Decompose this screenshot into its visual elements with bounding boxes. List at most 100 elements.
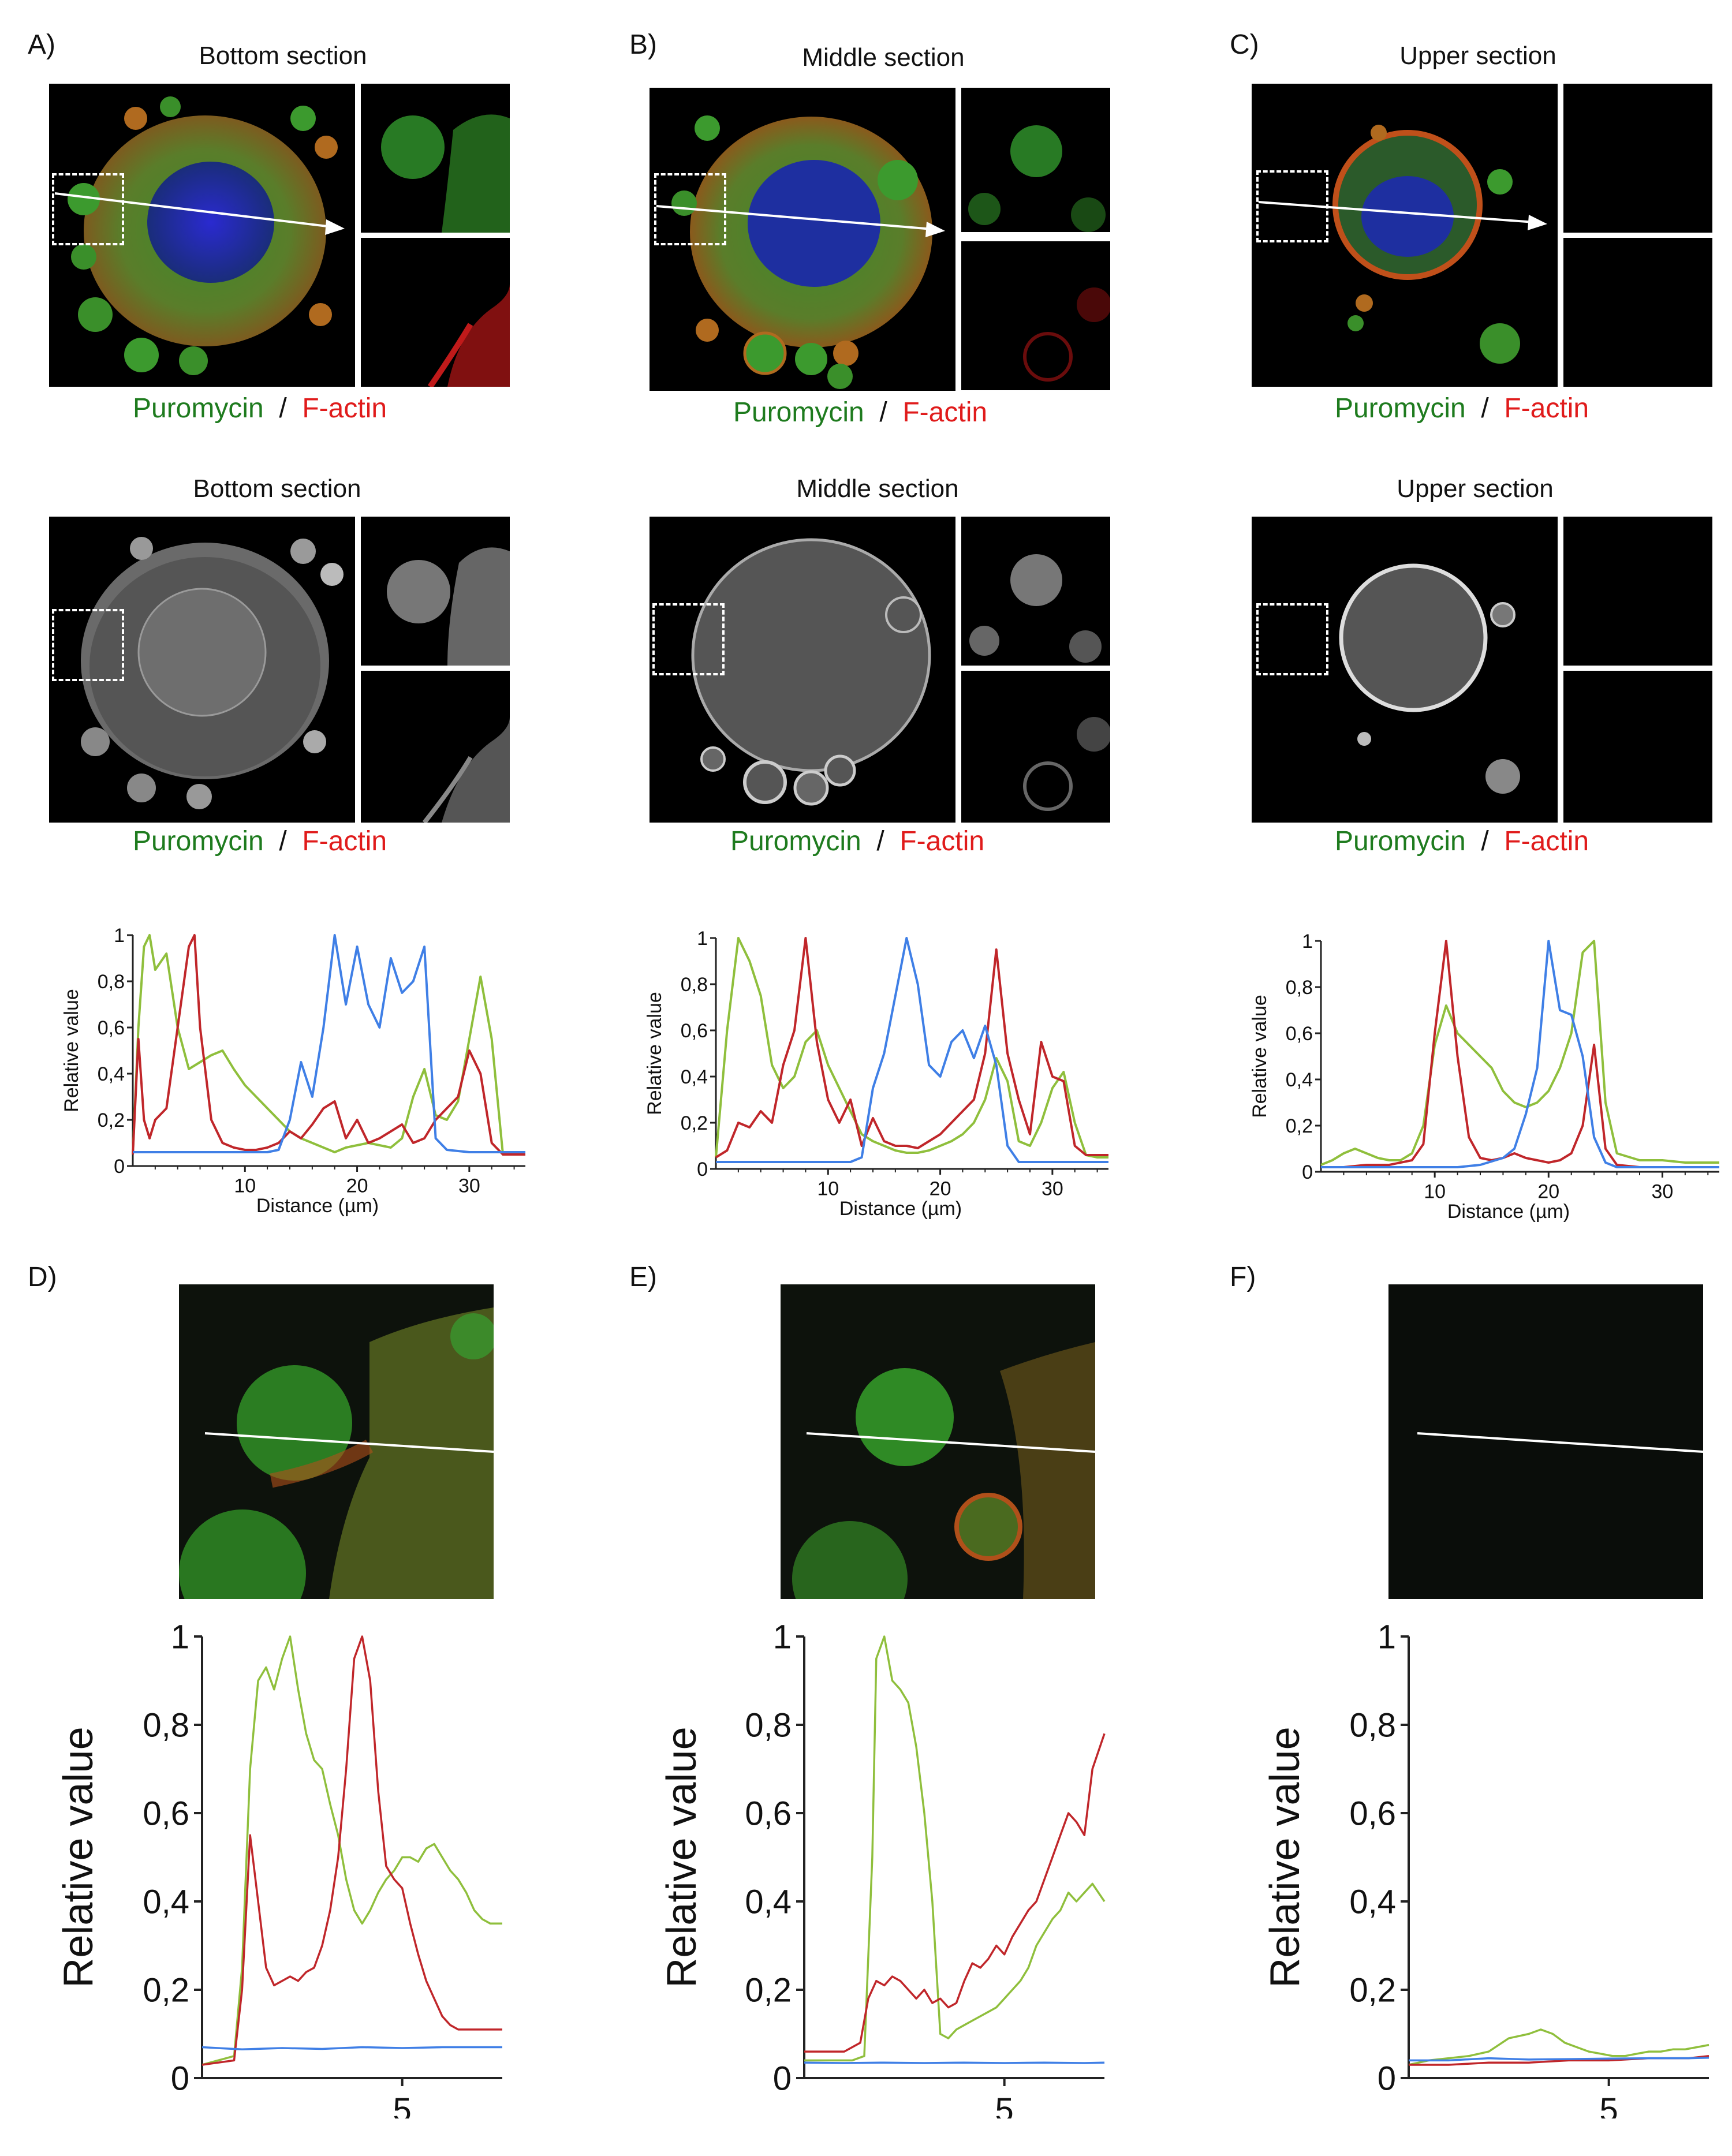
panel-a-color-caption: Puromycin / F-actin (132, 393, 387, 424)
x-tick-label: 20 (930, 1178, 951, 1200)
series-line-blue (201, 2046, 502, 2051)
panel-a-color-title: Bottom section (199, 42, 367, 70)
y-tick-label: 1 (1378, 1618, 1396, 1656)
y-axis-label: Relative value (1249, 995, 1271, 1118)
y-axis-label: Relative value (55, 1727, 102, 1987)
x-tick-label: 10 (234, 1175, 256, 1197)
series-line-green (804, 1635, 1106, 2062)
y-tick-label: 0,4 (745, 1883, 792, 1920)
y-tick-label: 0,8 (681, 974, 708, 996)
chart-f-line-profile: 0 0,2 0,4 0,6 0,8 1 5 Relative value (1262, 1618, 1709, 2118)
line-profile-arrow (656, 205, 945, 237)
series-line-red (715, 937, 1108, 1159)
roi-box (652, 603, 725, 675)
y-tick-label: 0,2 (98, 1109, 125, 1131)
panel-b-gray-caption: Puromycin / F-actin (730, 826, 985, 857)
y-tick-label: 0,8 (1349, 1706, 1396, 1744)
panel-label-a: A) (28, 29, 55, 60)
panel-b-gray-inset-top (961, 517, 1110, 666)
panel-b-merged-image (650, 88, 955, 391)
panel-b-gray-image (650, 517, 955, 823)
panel-a-gray-image (49, 517, 355, 823)
panel-c-color-caption: Puromycin / F-actin (1334, 393, 1589, 424)
y-tick-label: 0,8 (1286, 977, 1313, 999)
y-tick-label: 0,2 (1286, 1115, 1313, 1137)
panel-c-inset-green (1563, 84, 1712, 233)
panel-label-c: C) (1230, 29, 1259, 60)
series-line-blue (133, 934, 525, 1153)
y-tick-label: 1 (114, 925, 125, 947)
y-tick-label: 0,2 (143, 1971, 189, 2009)
line-profile-arrow (54, 192, 345, 235)
panel-b-color-caption: Puromycin / F-actin (733, 397, 988, 428)
series-line-blue (804, 2061, 1105, 2064)
y-tick-label: 0,2 (681, 1112, 708, 1134)
x-tick-label: 30 (1042, 1178, 1063, 1200)
y-tick-label: 0,6 (98, 1017, 125, 1039)
y-tick-label: 1 (697, 928, 708, 950)
x-tick-label: 5 (995, 2091, 1014, 2118)
y-tick-label: 0 (697, 1159, 708, 1180)
series-line-blue (1321, 940, 1719, 1168)
panel-c-gray-inset-top (1563, 517, 1712, 666)
roi-box (654, 173, 726, 245)
panel-b-gray-inset-bottom (961, 671, 1110, 823)
x-tick-label: 20 (346, 1175, 368, 1197)
y-tick-label: 0,6 (681, 1020, 708, 1042)
x-tick-label: 30 (1652, 1181, 1674, 1203)
x-tick-label: 20 (1537, 1181, 1559, 1203)
y-axis-label: Relative value (644, 992, 666, 1115)
panel-label-f: F) (1230, 1262, 1256, 1292)
y-tick-label: 0,6 (745, 1795, 792, 1832)
panel-c-gray-title: Upper section (1397, 474, 1554, 503)
series-line-green (1320, 940, 1719, 1166)
panel-a-gray-inset-bottom (361, 671, 510, 823)
y-tick-label: 0,4 (143, 1883, 189, 1920)
roi-box (52, 173, 124, 245)
y-tick-label: 0,4 (98, 1063, 125, 1085)
x-tick-label: 10 (1424, 1181, 1446, 1203)
series-line-blue (1409, 2057, 1709, 2062)
chart-c-line-profile: 0 0,2 0,4 0,6 0,8 1 10 20 30 Distance (µm) Relativ… (1249, 931, 1719, 1223)
panel-d-zoom-image (179, 1284, 494, 1599)
chart-d-line-profile: 0 0,2 0,4 0,6 0,8 1 5 Relative value (55, 1618, 502, 2118)
panel-label-e: E) (629, 1262, 657, 1292)
series-line-blue (716, 937, 1108, 1163)
panel-a-merged-image (49, 84, 355, 387)
series-line-red (1321, 940, 1719, 1168)
y-tick-label: 0,8 (143, 1706, 189, 1744)
panel-c-inset-red (1563, 238, 1712, 387)
roi-box (1256, 603, 1328, 675)
panel-b-inset-green (961, 88, 1110, 232)
panel-c-gray-caption: Puromycin / F-actin (1334, 826, 1589, 857)
y-tick-label: 0,4 (1349, 1883, 1396, 1920)
x-axis-label: Distance (µm) (256, 1195, 379, 1217)
y-tick-label: 0 (773, 2060, 792, 2097)
y-tick-label: 1 (171, 1618, 189, 1656)
x-tick-label: 5 (393, 2091, 412, 2118)
panel-a-inset-red (361, 238, 510, 387)
panel-a-gray-inset-top (361, 517, 510, 666)
chart-a-line-profile: 0 0,2 0,4 0,6 0,8 1 10 20 30 Distance (µm) Relativ… (61, 925, 525, 1217)
y-tick-label: 0 (1378, 2060, 1396, 2097)
panel-f-zoom-image (1388, 1284, 1703, 1599)
y-tick-label: 1 (773, 1618, 792, 1656)
roi-box (52, 609, 124, 681)
x-axis-label: Distance (µm) (839, 1198, 962, 1220)
x-tick-label: 30 (458, 1175, 480, 1197)
x-axis-label: Distance (µm) (1447, 1201, 1570, 1223)
x-tick-label: 10 (817, 1178, 839, 1200)
y-tick-label: 0,8 (98, 971, 125, 993)
y-tick-label: 0 (114, 1156, 125, 1178)
series-line-green (132, 934, 525, 1156)
panel-a-inset-green (361, 84, 510, 233)
y-tick-label: 0,6 (1349, 1795, 1396, 1832)
y-tick-label: 0,4 (681, 1066, 708, 1088)
panel-a-gray-title: Bottom section (193, 474, 361, 503)
series-line-green (715, 937, 1108, 1159)
y-tick-label: 1 (1302, 931, 1313, 952)
y-tick-label: 0,2 (745, 1971, 792, 2009)
panel-label-d: D) (28, 1262, 57, 1292)
panel-b-color-title: Middle section (802, 43, 965, 72)
panel-c-gray-inset-bottom (1563, 671, 1712, 823)
